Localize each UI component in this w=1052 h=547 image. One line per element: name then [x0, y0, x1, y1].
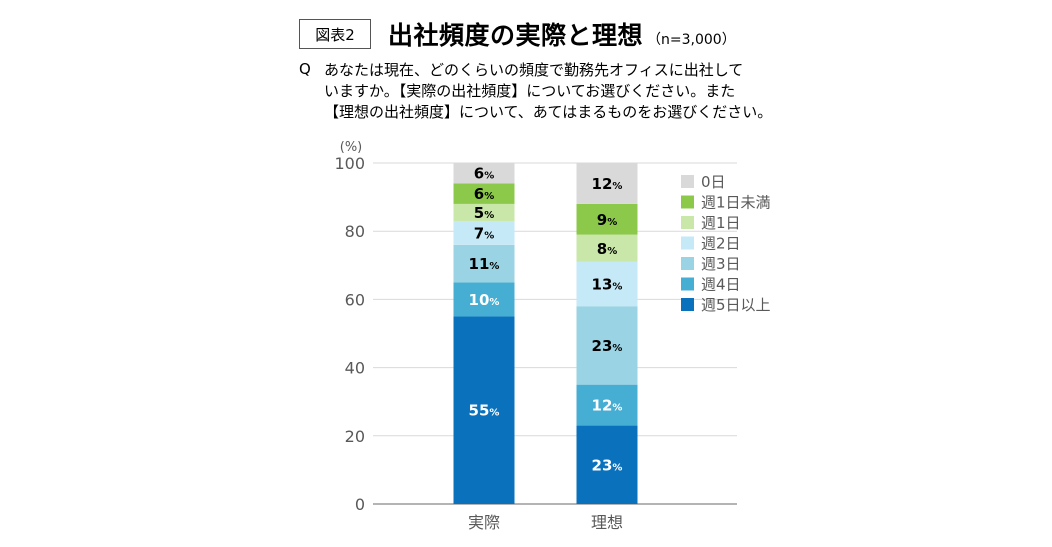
legend-label: 週3日 — [701, 255, 741, 273]
data-label: 12% — [592, 397, 623, 415]
data-label: 5% — [474, 204, 494, 222]
legend-label: 週1日 — [701, 214, 741, 232]
legend-label: 0日 — [701, 173, 726, 191]
y-axis-label: (%) — [340, 140, 363, 155]
chart-subtitle: （n=3,000） — [647, 32, 736, 48]
bar-segment — [453, 220, 515, 245]
question-line: いますか。【実際の出社頻度】についてお選びください。また — [324, 82, 736, 100]
legend-label: 週5日以上 — [701, 296, 771, 314]
data-label: 23% — [592, 456, 623, 474]
legend-swatch — [681, 277, 694, 291]
data-label: 23% — [592, 337, 623, 355]
data-label: 6% — [474, 185, 494, 203]
x-tick-label: 理想 — [591, 513, 623, 532]
question-text: あなたは現在、どのくらいの頻度で勤務先オフィスに出社して いますか。【実際の出社… — [324, 60, 794, 123]
bar-segment — [576, 234, 638, 262]
question-line: 【理想の出社頻度】について、あてはまるものをお選びください。 — [324, 103, 773, 121]
data-label: 12% — [592, 175, 623, 193]
legend-swatch — [681, 236, 694, 250]
figure-label: 図表2 — [299, 19, 371, 49]
legend-swatch — [681, 195, 694, 209]
y-tick-label: 60 — [345, 290, 365, 309]
bar-segment — [453, 203, 515, 221]
legend-swatch — [681, 216, 694, 229]
data-label: 9% — [597, 211, 617, 229]
chart-title-text: 出社頻度の実際と理想 — [388, 21, 644, 50]
data-label: 10% — [469, 291, 500, 309]
bar-segment — [576, 384, 638, 426]
bar-segment — [576, 425, 638, 504]
bar-segment — [576, 163, 638, 204]
data-label: 11% — [469, 255, 500, 273]
legend-swatch — [681, 298, 694, 311]
y-tick-label: 40 — [345, 359, 365, 378]
bar-segment — [576, 203, 638, 235]
bar-segment — [453, 316, 515, 504]
bar-segment — [453, 244, 515, 283]
data-label: 55% — [469, 402, 500, 420]
data-label: 7% — [474, 224, 494, 242]
y-tick-label: 80 — [345, 222, 365, 241]
legend-swatch — [681, 175, 694, 188]
question-mark: Q — [299, 60, 311, 78]
bar-segment — [453, 282, 515, 317]
y-tick-label: 0 — [355, 495, 365, 514]
data-label: 8% — [597, 240, 617, 258]
data-label: 13% — [592, 276, 623, 294]
y-tick-label: 100 — [334, 154, 365, 173]
legend-label: 週4日 — [701, 276, 741, 294]
x-tick-label: 実際 — [468, 513, 500, 532]
data-label: 6% — [474, 165, 494, 183]
bar-segment — [576, 306, 638, 385]
bar-segment — [453, 163, 515, 184]
legend-label: 週2日 — [701, 235, 741, 253]
legend-label: 週1日未満 — [701, 194, 771, 212]
question-line: あなたは現在、どのくらいの頻度で勤務先オフィスに出社して — [324, 61, 744, 79]
chart-title: 出社頻度の実際と理想 （n=3,000） — [388, 16, 736, 52]
bar-segment — [576, 261, 638, 307]
y-tick-label: 20 — [345, 427, 365, 446]
legend-swatch — [681, 257, 694, 270]
bar-segment — [453, 183, 515, 204]
